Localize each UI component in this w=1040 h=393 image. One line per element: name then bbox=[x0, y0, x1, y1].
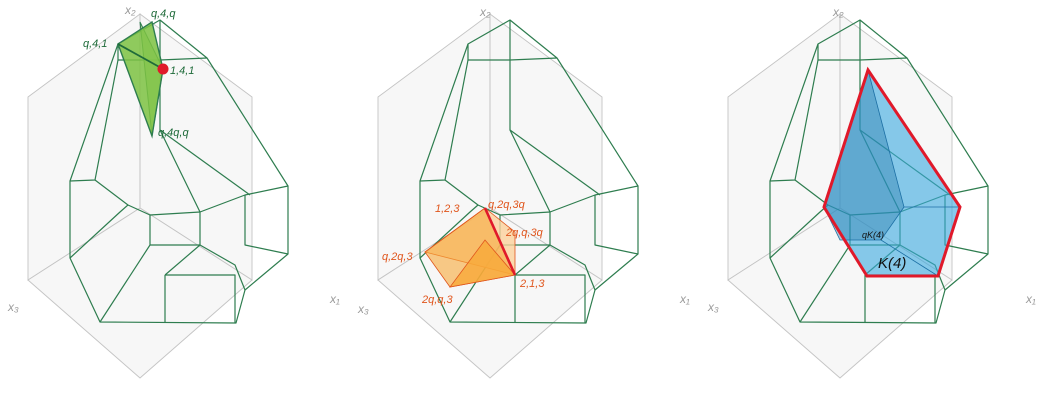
axis-x3: x₃ bbox=[707, 300, 719, 314]
axis-x3: x₃ bbox=[7, 300, 19, 314]
orange-face-bottom bbox=[449, 239, 516, 288]
label-q41: q,4,1 bbox=[83, 38, 107, 50]
axis-x1: x₁ bbox=[679, 292, 690, 306]
axis-x3: x₃ bbox=[357, 302, 369, 316]
label-213: 2,1,3 bbox=[519, 278, 545, 290]
axis-x1: x₁ bbox=[1025, 292, 1036, 306]
label-q2q3q: q,2q,3q bbox=[488, 199, 526, 211]
panel-left: q,4,q q,4,1 1,4,1 q,4q,q x₂ x₃ x₁ bbox=[7, 3, 340, 379]
label-q4qq: q,4q,q bbox=[158, 127, 189, 139]
label-q4q: q,4,q bbox=[151, 8, 176, 20]
axis-x2: x₂ bbox=[479, 5, 491, 19]
inner-blue-edges-2 bbox=[880, 239, 939, 277]
label-qk4: qK(4) bbox=[862, 230, 884, 240]
label-141: 1,4,1 bbox=[170, 65, 194, 77]
k4-outline bbox=[822, 66, 962, 278]
panel-middle: 1,2,3 q,2q,3q 2q,q,3q q,2q,3 2,1,3 2q,q,… bbox=[357, 5, 690, 379]
label-q2q3: q,2q,3 bbox=[382, 251, 413, 263]
red-edge bbox=[483, 207, 517, 276]
axis-x1: x₁ bbox=[329, 292, 340, 306]
label-123: 1,2,3 bbox=[435, 203, 460, 215]
vertex-marker bbox=[157, 63, 169, 75]
label-2qq3: 2q,q,3 bbox=[421, 294, 453, 306]
green-edge bbox=[117, 43, 164, 70]
axis-x2: x₂ bbox=[124, 3, 136, 17]
axis-x2: x₂ bbox=[832, 5, 844, 19]
label-k4: K(4) bbox=[878, 255, 906, 272]
panel-right: qK(4) K(4) x₂ x₃ x₁ bbox=[707, 5, 1036, 379]
label-2qq3q: 2q,q,3q bbox=[505, 227, 544, 239]
